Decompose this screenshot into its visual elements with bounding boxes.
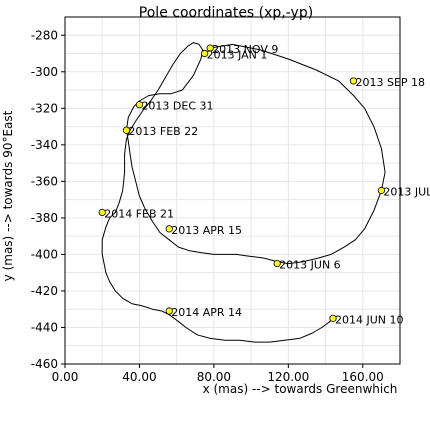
date-point-label: 2013 APR 15 <box>171 224 242 237</box>
date-point-marker <box>165 307 173 315</box>
x-tick-label: 80.00 <box>197 370 231 384</box>
x-axis-label: x (mas) --> towards Greenwhich <box>203 382 398 396</box>
date-point-label: 2014 JUN 10 <box>335 313 404 326</box>
x-axis-ticks: 0.00 40.00 80.00 120.00 160.00 <box>52 364 384 384</box>
date-point-label: 2014 FEB 21 <box>104 207 174 220</box>
y-tick-label: -460 <box>31 357 58 371</box>
y-tick-label: -280 <box>31 28 58 42</box>
y-tick-label: -360 <box>31 174 58 188</box>
date-point-label: 2013 DEC 31 <box>141 100 213 113</box>
plot-frame <box>64 16 401 365</box>
grid-lines <box>65 17 400 364</box>
y-tick-label: -380 <box>31 211 58 225</box>
y-tick-label: -420 <box>31 284 58 298</box>
series-layer <box>101 42 386 343</box>
chart-title: Pole coordinates (xp,-yp) <box>139 5 313 21</box>
date-point-label: 2013 SEP 18 <box>355 76 425 89</box>
y-tick-label: -340 <box>31 138 58 152</box>
y-tick-label: -400 <box>31 247 58 261</box>
date-point-marker <box>349 77 358 85</box>
date-point-label: 2013 FEB 22 <box>128 125 198 138</box>
date-point-marker <box>122 126 131 134</box>
y-axis-ticks: -280 -300 -320 -340 -360 -380 -400 -420 -440 -460 <box>31 28 65 371</box>
date-point-label: 2013 NOV 9 <box>212 43 278 56</box>
x-tick-label: 0.00 <box>52 370 79 384</box>
date-point-label: 2013 JUL <box>383 186 430 199</box>
y-axis-label: y (mas) --> towards 90°East <box>1 110 15 281</box>
date-point-marker <box>377 186 385 195</box>
date-point-marker <box>206 44 214 52</box>
date-point-marker <box>329 314 337 322</box>
x-tick-label: 160.00 <box>342 370 384 384</box>
date-point-marker <box>98 208 106 217</box>
y-tick-label: -440 <box>31 320 58 334</box>
date-point-marker <box>200 49 209 58</box>
date-point-marker <box>135 101 144 109</box>
y-tick-label: -320 <box>31 101 58 115</box>
x-tick-label: 40.00 <box>122 370 156 384</box>
date-point-marker <box>273 259 281 268</box>
pole-path-line <box>101 42 386 343</box>
date-point-label: 2013 JAN 1 <box>207 49 268 62</box>
x-tick-label: 120.00 <box>267 370 309 384</box>
date-point-label: 2013 JUN 6 <box>279 259 341 272</box>
date-point-label: 2014 APR 14 <box>171 306 242 319</box>
y-tick-label: -300 <box>31 65 58 79</box>
date-point-marker <box>165 225 173 233</box>
